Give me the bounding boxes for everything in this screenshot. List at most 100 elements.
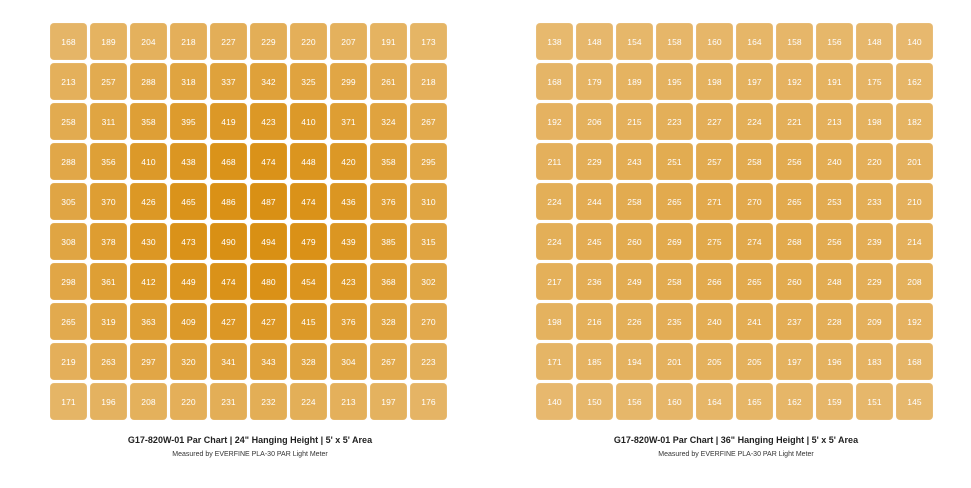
- par-cell: 438: [170, 143, 207, 180]
- par-cell: 204: [130, 23, 167, 60]
- par-cell: 235: [656, 303, 693, 340]
- par-cell: 197: [370, 383, 407, 420]
- par-cell: 207: [330, 23, 367, 60]
- par-cell: 258: [656, 263, 693, 300]
- par-cell: 325: [290, 63, 327, 100]
- par-cell: 219: [50, 343, 87, 380]
- par-cell: 474: [210, 263, 247, 300]
- par-cell: 224: [290, 383, 327, 420]
- par-cell: 328: [290, 343, 327, 380]
- par-cell: 299: [330, 63, 367, 100]
- par-cell: 232: [250, 383, 287, 420]
- par-cell: 216: [576, 303, 613, 340]
- par-cell: 151: [856, 383, 893, 420]
- par-cell: 209: [856, 303, 893, 340]
- par-cell: 221: [776, 103, 813, 140]
- par-cell: 240: [696, 303, 733, 340]
- par-cell: 220: [856, 143, 893, 180]
- par-cell: 164: [736, 23, 773, 60]
- par-cell: 182: [896, 103, 933, 140]
- par-cell: 258: [616, 183, 653, 220]
- par-cell: 205: [736, 343, 773, 380]
- par-cell: 474: [250, 143, 287, 180]
- par-cell: 205: [696, 343, 733, 380]
- par-cell: 213: [50, 63, 87, 100]
- par-cell: 320: [170, 343, 207, 380]
- par-cell: 148: [856, 23, 893, 60]
- par-cell: 189: [616, 63, 653, 100]
- par-cell: 192: [536, 103, 573, 140]
- par-cell: 217: [536, 263, 573, 300]
- par-cell: 297: [130, 343, 167, 380]
- par-cell: 253: [816, 183, 853, 220]
- par-cell: 241: [736, 303, 773, 340]
- par-cell: 315: [410, 223, 447, 260]
- par-cell: 363: [130, 303, 167, 340]
- par-cell: 261: [370, 63, 407, 100]
- par-cell: 201: [896, 143, 933, 180]
- par-cell: 267: [410, 103, 447, 140]
- par-cell: 415: [290, 303, 327, 340]
- par-cell: 269: [656, 223, 693, 260]
- par-cell: 191: [370, 23, 407, 60]
- par-cell: 206: [576, 103, 613, 140]
- par-cell: 198: [856, 103, 893, 140]
- par-cell: 224: [736, 103, 773, 140]
- par-cell: 223: [656, 103, 693, 140]
- par-cell: 298: [50, 263, 87, 300]
- par-cell: 409: [170, 303, 207, 340]
- par-cell: 305: [50, 183, 87, 220]
- par-cell: 270: [736, 183, 773, 220]
- par-cell: 266: [696, 263, 733, 300]
- par-cell: 490: [210, 223, 247, 260]
- par-cell: 249: [616, 263, 653, 300]
- par-cell: 439: [330, 223, 367, 260]
- par-cell: 271: [696, 183, 733, 220]
- par-cell: 214: [896, 223, 933, 260]
- par-cell: 195: [656, 63, 693, 100]
- par-cell: 218: [410, 63, 447, 100]
- par-cell: 171: [536, 343, 573, 380]
- par-cell: 244: [576, 183, 613, 220]
- par-cell: 427: [250, 303, 287, 340]
- par-cell: 240: [816, 143, 853, 180]
- par-cell: 228: [816, 303, 853, 340]
- par-cell: 224: [536, 223, 573, 260]
- par-cell: 191: [816, 63, 853, 100]
- par-cell: 201: [656, 343, 693, 380]
- par-cell: 256: [816, 223, 853, 260]
- par-cell: 448: [290, 143, 327, 180]
- par-cell: 419: [210, 103, 247, 140]
- par-cell: 243: [616, 143, 653, 180]
- par-cell: 171: [50, 383, 87, 420]
- par-cell: 148: [576, 23, 613, 60]
- par-cell: 376: [330, 303, 367, 340]
- par-cell: 480: [250, 263, 287, 300]
- par-cell: 145: [896, 383, 933, 420]
- par-cell: 192: [896, 303, 933, 340]
- par-cell: 473: [170, 223, 207, 260]
- par-cell: 138: [536, 23, 573, 60]
- par-cell: 159: [816, 383, 853, 420]
- par-cell: 194: [616, 343, 653, 380]
- par-cell: 308: [50, 223, 87, 260]
- par-cell: 302: [410, 263, 447, 300]
- par-cell: 218: [170, 23, 207, 60]
- par-cell: 310: [410, 183, 447, 220]
- par-cell: 237: [776, 303, 813, 340]
- par-cell: 474: [290, 183, 327, 220]
- par-cell: 197: [736, 63, 773, 100]
- par-cell: 239: [856, 223, 893, 260]
- par-cell: 196: [90, 383, 127, 420]
- par-cell: 268: [776, 223, 813, 260]
- par-cell: 342: [250, 63, 287, 100]
- par-cell: 156: [816, 23, 853, 60]
- par-cell: 295: [410, 143, 447, 180]
- par-cell: 410: [130, 143, 167, 180]
- par-cell: 198: [536, 303, 573, 340]
- par-cell: 208: [130, 383, 167, 420]
- par-cell: 370: [90, 183, 127, 220]
- par-cell: 260: [776, 263, 813, 300]
- par-cell: 358: [130, 103, 167, 140]
- par-cell: 265: [776, 183, 813, 220]
